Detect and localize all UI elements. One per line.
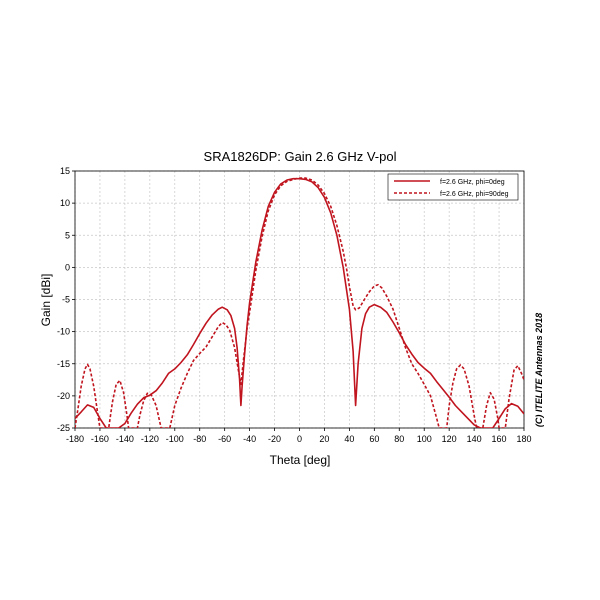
x-tick-label: -120 <box>141 434 159 444</box>
y-tick-label: -15 <box>57 359 70 369</box>
legend-box <box>387 173 519 201</box>
y-tick-label: 10 <box>60 198 70 208</box>
axis-ticks: -180 -160 -140 -120 -100 -80 -60 -40 -20 0 20 40 60 8… <box>57 166 532 444</box>
series-line-phi0 <box>75 177 524 428</box>
x-tick-label: 0 <box>297 434 302 444</box>
y-tick-label: 5 <box>65 230 70 240</box>
x-tick-label: 100 <box>417 434 432 444</box>
y-tick-label: 15 <box>60 166 70 176</box>
x-tick-label: 60 <box>369 434 379 444</box>
x-tick-label: 40 <box>344 434 354 444</box>
legend: f=2.6 GHz, phi=0deg f=2.6 GHz, phi=90deg <box>387 173 519 201</box>
x-tick-label: -160 <box>91 434 109 444</box>
x-tick-label: -140 <box>116 434 134 444</box>
series-layer <box>75 177 524 428</box>
x-tick-label: -20 <box>268 434 281 444</box>
x-tick-label: 80 <box>394 434 404 444</box>
y-tick-label: -10 <box>57 327 70 337</box>
y-tick-label: -20 <box>57 391 70 401</box>
x-tick-label: 20 <box>319 434 329 444</box>
x-axis-label: Theta [deg] <box>270 453 331 467</box>
x-tick-label: -100 <box>166 434 184 444</box>
chart-title: SRA1826DP: Gain 2.6 GHz V-pol <box>204 149 397 164</box>
x-tick-label: -180 <box>66 434 84 444</box>
x-tick-label: -40 <box>243 434 256 444</box>
y-tick-label: -5 <box>62 295 70 305</box>
legend-label-phi90: f=2.6 GHz, phi=90deg <box>440 191 509 198</box>
x-tick-label: 180 <box>516 434 531 444</box>
x-tick-label: 140 <box>467 434 482 444</box>
y-tick-label: 0 <box>65 262 70 272</box>
y-axis-label: Gain [dBi] <box>39 274 53 327</box>
copyright-note: (C) ITELITE Antennas 2018 <box>534 313 544 427</box>
x-tick-label: -60 <box>218 434 231 444</box>
x-tick-label: 160 <box>492 434 507 444</box>
legend-label-phi0: f=2.6 GHz, phi=0deg <box>440 179 505 186</box>
y-tick-label: -25 <box>57 423 70 433</box>
x-tick-label: 120 <box>442 434 457 444</box>
x-tick-label: -80 <box>193 434 206 444</box>
series-line-phi90 <box>75 177 524 428</box>
